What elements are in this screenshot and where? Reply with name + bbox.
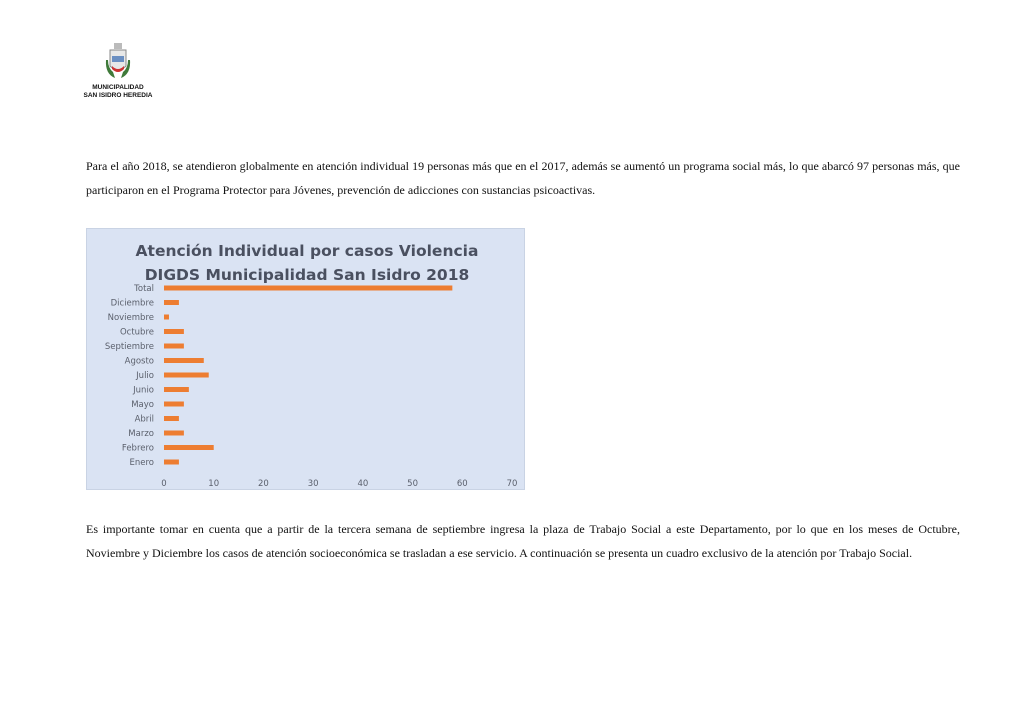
bar-agosto xyxy=(164,358,204,363)
bar-octubre xyxy=(164,329,184,334)
logo-text-line-1: MUNICIPALIDAD xyxy=(92,84,144,91)
x-tick-label: 50 xyxy=(407,479,418,489)
bar-mayo xyxy=(164,401,184,407)
bar-noviembre xyxy=(164,314,169,320)
category-label: Abril xyxy=(135,415,154,425)
chart-svg: Atención Individual por casos Violencia … xyxy=(105,242,518,489)
bar-diciembre xyxy=(164,300,179,305)
chart-title-line-1: Atención Individual por casos Violencia xyxy=(136,242,479,260)
x-tick-label: 30 xyxy=(308,479,319,489)
category-label: Marzo xyxy=(128,429,154,439)
bar-junio xyxy=(164,387,189,392)
paragraph-social-work: Es importante tomar en cuenta que a part… xyxy=(86,522,960,560)
category-label: Total xyxy=(133,284,154,294)
paragraph-intro: Para el año 2018, se atendieron globalme… xyxy=(86,159,960,197)
bar-julio xyxy=(164,372,209,378)
category-label: Agosto xyxy=(125,357,154,367)
category-label: Febrero xyxy=(122,444,154,454)
bar-enero xyxy=(164,459,179,465)
category-label: Diciembre xyxy=(111,299,154,309)
chart-title-line-2: DIGDS Municipalidad San Isidro 2018 xyxy=(145,266,470,284)
bar-marzo xyxy=(164,430,184,436)
x-tick-label: 70 xyxy=(507,479,518,489)
municipality-logo: MUNICIPALIDAD SAN ISIDRO HEREDIA xyxy=(76,42,160,100)
category-label: Mayo xyxy=(131,400,154,410)
bar-septiembre xyxy=(164,343,184,349)
x-tick-label: 40 xyxy=(357,479,368,489)
coat-of-arms-icon xyxy=(105,43,131,78)
bar-chart: Atención Individual por casos Violencia … xyxy=(86,228,525,490)
x-tick-label: 20 xyxy=(258,479,269,489)
x-tick-label: 10 xyxy=(208,479,219,489)
category-label: Octubre xyxy=(120,328,154,338)
category-label: Julio xyxy=(135,371,154,381)
category-label: Junio xyxy=(132,386,154,396)
category-label: Noviembre xyxy=(108,313,154,323)
x-tick-label: 0 xyxy=(161,479,166,489)
bar-total xyxy=(164,285,453,291)
logo-text-line-2: SAN ISIDRO HEREDIA xyxy=(83,92,153,99)
bar-febrero xyxy=(164,445,214,450)
category-label: Septiembre xyxy=(105,342,154,352)
x-tick-label: 60 xyxy=(457,479,468,489)
bar-abril xyxy=(164,416,179,421)
category-label: Enero xyxy=(130,458,155,468)
